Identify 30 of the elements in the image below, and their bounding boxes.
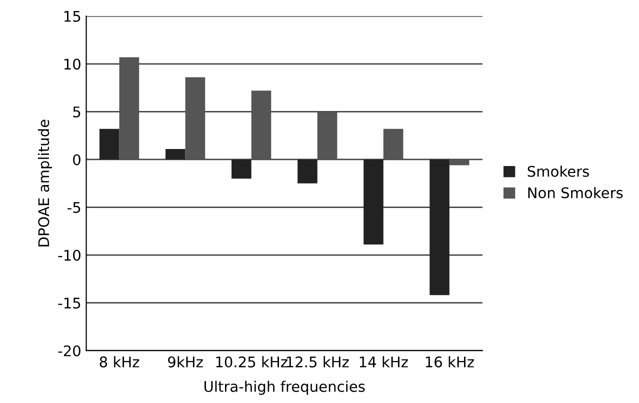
- legend-label: Smokers: [528, 166, 589, 177]
- bar: [430, 159, 450, 296]
- y-tick-label: 5: [73, 106, 80, 118]
- y-tick-label: -15: [58, 298, 80, 309]
- bar: [99, 128, 120, 160]
- bar: [232, 159, 252, 179]
- x-tick-label: 16 kHz: [426, 356, 474, 368]
- legend-label: Non Smokers: [528, 187, 623, 198]
- y-tick-label: 10: [64, 58, 80, 70]
- y-tick-label: -5: [68, 202, 80, 214]
- x-tick-label: 12.5 kHz: [286, 356, 349, 368]
- x-axis-title: Ultra-high frequencies: [204, 380, 365, 395]
- bar: [166, 148, 186, 160]
- x-tick-label: 8 kHz: [100, 356, 140, 368]
- bar: [317, 112, 338, 160]
- bar: [251, 90, 272, 160]
- bar: [449, 159, 470, 166]
- bar: [185, 77, 206, 160]
- bar: [298, 159, 318, 184]
- bar: [364, 159, 384, 245]
- y-tick-label: -10: [58, 250, 80, 261]
- x-tick-label: 9kHz: [168, 356, 203, 368]
- bar: [383, 128, 404, 160]
- y-tick-label: -20: [58, 345, 80, 356]
- x-tick-label: 10.25 kHz: [216, 356, 288, 368]
- bar: [119, 57, 140, 160]
- y-tick-label: 0: [73, 154, 80, 166]
- x-tick-label: 14 kHz: [360, 356, 408, 368]
- y-tick-label: 15: [64, 11, 80, 22]
- y-axis-title: DPOAE amplitude: [38, 120, 52, 246]
